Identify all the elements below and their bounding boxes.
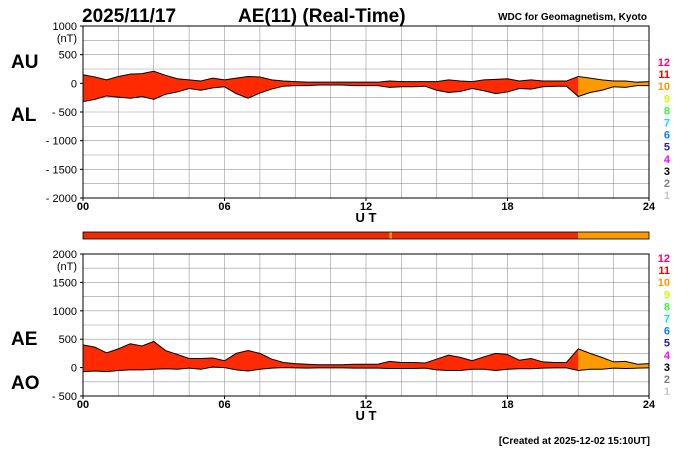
y-tick-label: 1000 <box>53 306 77 318</box>
station-scale-label: 6 <box>664 130 670 142</box>
y-tick-label: 500 <box>59 50 77 62</box>
y-tick-label: 500 <box>59 334 77 346</box>
station-scale-label: 7 <box>664 314 670 326</box>
gridlines <box>82 25 650 199</box>
station-scale-label: 8 <box>664 301 670 313</box>
station-scale-label: 3 <box>664 362 670 374</box>
y-tick-label: - 500 <box>52 391 77 403</box>
station-scale-label: 10 <box>658 277 670 289</box>
station-scale-label: 2 <box>664 178 670 190</box>
al-series-line <box>82 84 649 103</box>
station-scale-label: 9 <box>664 289 670 301</box>
x-tick-label: 12 <box>360 201 372 213</box>
station-scale-label: 5 <box>664 338 670 350</box>
station-scale-label: 4 <box>664 350 671 362</box>
y-unit-label: (nT) <box>57 33 77 45</box>
station-scale-label: 11 <box>658 69 670 81</box>
au-al-panel: 1000 500 0 - 500 - 1000 - 1500 - 2000 (nT) 00 06 1… <box>11 21 656 225</box>
station-bar-segment <box>391 232 579 239</box>
station-scale-label: 12 <box>658 57 670 69</box>
x-tick-label: 00 <box>77 399 89 411</box>
station-scale-label: 9 <box>664 93 670 105</box>
station-scale-label: 10 <box>658 81 670 93</box>
gridlines <box>82 253 650 397</box>
station-count-bar <box>82 231 650 240</box>
x-axis-title: U T <box>356 210 377 225</box>
y-tick-label: - 500 <box>52 107 77 119</box>
credit-label: WDC for Geomagnetism, Kyoto <box>498 12 647 23</box>
x-tick-label: 24 <box>643 399 656 411</box>
station-bar-segment <box>389 232 392 239</box>
x-tick-label: 18 <box>501 201 513 213</box>
y-tick-label: 0 <box>71 78 77 90</box>
y-tick-label: 2000 <box>53 249 77 261</box>
x-tick-label: 00 <box>77 201 89 213</box>
y-tick-label: - 1500 <box>46 164 77 176</box>
panel-label-lower: AO <box>11 373 40 394</box>
station-scale-label: 12 <box>658 253 670 265</box>
panel-label-upper: AE <box>11 329 37 350</box>
station-scale-label: 3 <box>664 166 670 178</box>
au-series-line <box>82 70 650 83</box>
station-scale-label: 6 <box>664 326 670 338</box>
station-scale-label: 5 <box>664 142 670 154</box>
area-fill-main <box>83 341 579 372</box>
y-unit-label: (nT) <box>57 261 77 273</box>
ao-series-line <box>82 366 650 373</box>
station-scale-label: 8 <box>664 105 670 117</box>
ae-ao-panel: 2000 1500 1000 500 0 - 500 (nT) 00 06 12 18 24 U T AE… <box>11 249 656 423</box>
station-bar-frame <box>82 231 650 240</box>
station-bar-segment <box>578 232 649 239</box>
station-scale-label: 4 <box>664 154 671 166</box>
date-heading: 2025/11/17 <box>82 6 176 27</box>
station-scale-label: 11 <box>658 265 670 277</box>
x-tick-label: 12 <box>360 399 372 411</box>
x-tick-label: 24 <box>643 201 656 213</box>
area-fill-late <box>578 348 649 371</box>
y-tick-label: - 1000 <box>46 136 77 148</box>
x-tick-label: 18 <box>501 399 513 411</box>
y-tick-label: 0 <box>71 363 77 375</box>
station-scale-label: 1 <box>664 386 670 398</box>
station-bar-segment <box>83 232 390 239</box>
created-timestamp: [Created at 2025-12-02 15:10UT] <box>499 436 650 447</box>
station-scale-label: 2 <box>664 374 670 386</box>
panel-label-upper: AU <box>11 52 38 73</box>
x-axis-title: U T <box>356 408 377 423</box>
y-tick-label: - 2000 <box>46 193 77 205</box>
y-tick-label: 1500 <box>53 277 77 289</box>
x-tick-label: 06 <box>218 399 230 411</box>
y-tick-label: 1000 <box>53 21 77 33</box>
ae-series-line <box>82 340 650 366</box>
chart-title: AE(11) (Real-Time) <box>238 6 406 27</box>
panel-label-lower: AL <box>11 105 37 126</box>
station-scale-label: 1 <box>664 190 670 202</box>
station-scale-label: 7 <box>664 118 670 130</box>
x-tick-label: 06 <box>218 201 230 213</box>
